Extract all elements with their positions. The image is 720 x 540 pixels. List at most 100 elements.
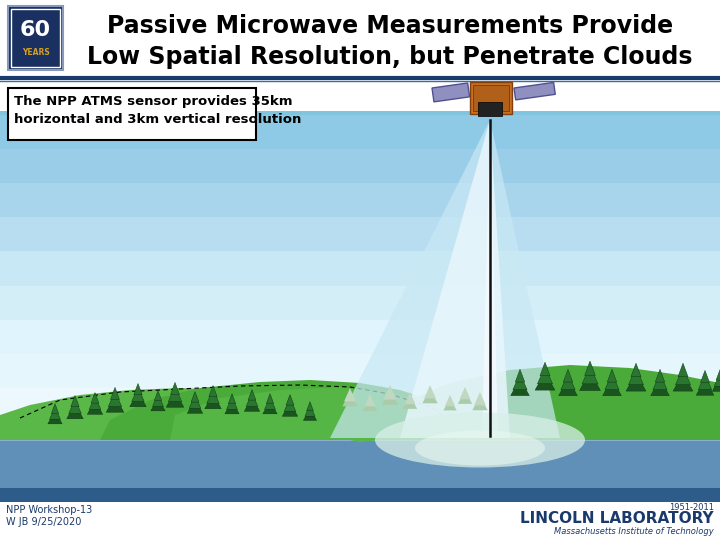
Polygon shape	[227, 397, 238, 409]
Polygon shape	[50, 407, 60, 419]
Polygon shape	[330, 120, 560, 438]
Polygon shape	[68, 399, 81, 414]
Bar	[514, 83, 555, 100]
Polygon shape	[482, 120, 498, 438]
Polygon shape	[459, 387, 470, 399]
Polygon shape	[458, 391, 472, 404]
Text: W JB 9/25/2020: W JB 9/25/2020	[6, 517, 81, 527]
Bar	[0, 422, 720, 457]
Bar	[0, 354, 720, 389]
Polygon shape	[424, 385, 436, 399]
Polygon shape	[0, 388, 380, 490]
Text: NPP Workshop-13: NPP Workshop-13	[6, 505, 92, 515]
Bar	[8, 6, 63, 70]
Polygon shape	[209, 386, 217, 397]
Polygon shape	[191, 392, 199, 402]
Polygon shape	[716, 369, 720, 380]
Polygon shape	[266, 394, 274, 403]
Polygon shape	[71, 395, 79, 407]
Text: Low Spatial Resolution, but Penetrate Clouds: Low Spatial Resolution, but Penetrate Cl…	[87, 45, 693, 69]
Bar	[0, 149, 720, 184]
Polygon shape	[673, 373, 693, 391]
Polygon shape	[423, 389, 438, 403]
Polygon shape	[698, 374, 711, 389]
Polygon shape	[561, 374, 575, 390]
Polygon shape	[585, 361, 595, 375]
Polygon shape	[472, 396, 487, 410]
Text: Massachusetts Institute of Technology: Massachusetts Institute of Technology	[554, 527, 714, 536]
Polygon shape	[537, 367, 552, 384]
Polygon shape	[510, 379, 529, 396]
Text: YEARS: YEARS	[22, 48, 50, 57]
Polygon shape	[605, 374, 619, 390]
Polygon shape	[626, 373, 646, 391]
Polygon shape	[535, 372, 555, 390]
Polygon shape	[513, 374, 527, 390]
Polygon shape	[166, 391, 184, 407]
Bar	[432, 83, 469, 102]
Bar	[0, 183, 720, 218]
Polygon shape	[342, 392, 358, 406]
Polygon shape	[48, 411, 62, 424]
Bar	[0, 488, 720, 502]
Polygon shape	[384, 385, 396, 400]
Bar	[470, 82, 512, 114]
Polygon shape	[108, 392, 122, 407]
Polygon shape	[714, 373, 720, 387]
Polygon shape	[246, 393, 258, 407]
Polygon shape	[282, 402, 297, 416]
Polygon shape	[225, 401, 239, 414]
Bar	[0, 440, 720, 490]
Polygon shape	[89, 396, 101, 409]
Bar	[0, 456, 720, 491]
Polygon shape	[153, 394, 163, 406]
Polygon shape	[363, 398, 377, 411]
Polygon shape	[380, 365, 720, 440]
Bar	[0, 0, 720, 80]
Polygon shape	[653, 374, 667, 390]
Polygon shape	[303, 408, 317, 421]
Polygon shape	[651, 379, 670, 396]
Polygon shape	[445, 395, 455, 406]
Polygon shape	[154, 391, 161, 401]
Polygon shape	[582, 366, 598, 384]
Polygon shape	[678, 363, 688, 377]
Polygon shape	[286, 395, 294, 405]
Bar	[8, 88, 256, 140]
Polygon shape	[67, 404, 84, 418]
Polygon shape	[284, 398, 296, 411]
Text: 60: 60	[20, 21, 51, 40]
Polygon shape	[344, 388, 356, 401]
Polygon shape	[382, 390, 398, 405]
Polygon shape	[87, 400, 103, 414]
Polygon shape	[712, 377, 720, 392]
Polygon shape	[171, 382, 179, 394]
Bar	[0, 252, 720, 287]
Polygon shape	[168, 387, 181, 402]
Polygon shape	[111, 387, 120, 400]
Text: Passive Microwave Measurements Provide: Passive Microwave Measurements Provide	[107, 14, 673, 38]
Bar	[0, 115, 720, 150]
Bar	[0, 502, 720, 540]
Polygon shape	[107, 396, 124, 412]
Polygon shape	[696, 379, 714, 395]
Polygon shape	[403, 396, 417, 409]
Polygon shape	[207, 389, 220, 403]
Bar	[11, 9, 60, 67]
Polygon shape	[305, 405, 315, 416]
Polygon shape	[307, 402, 313, 411]
Polygon shape	[189, 395, 201, 408]
Bar	[0, 81, 720, 116]
Polygon shape	[701, 370, 709, 382]
Ellipse shape	[375, 413, 585, 468]
Polygon shape	[474, 392, 486, 406]
Polygon shape	[655, 369, 665, 382]
Bar	[478, 102, 502, 116]
Polygon shape	[603, 379, 621, 396]
Text: LINCOLN LABORATORY: LINCOLN LABORATORY	[521, 511, 714, 526]
Polygon shape	[91, 393, 99, 403]
Polygon shape	[516, 369, 525, 382]
Bar	[0, 81, 720, 111]
Polygon shape	[675, 368, 690, 385]
Polygon shape	[263, 401, 277, 414]
